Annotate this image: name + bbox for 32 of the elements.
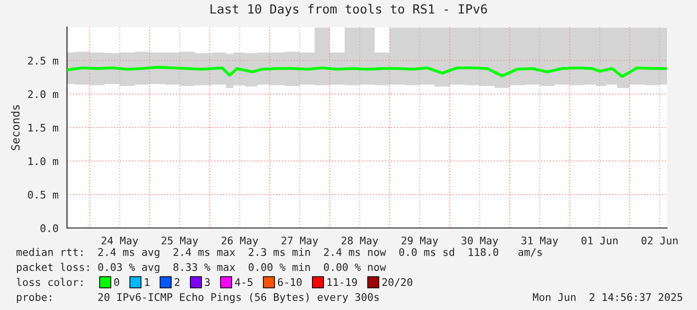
x-tick-label: 02 Jun <box>642 236 678 244</box>
legend-label: 4-5 <box>234 278 252 286</box>
legend-label: 6-10 <box>278 278 302 286</box>
y-tick-label: 0.5 m <box>28 190 58 199</box>
x-tick-label: 25 May <box>162 236 198 246</box>
legend-label: 3 <box>204 278 210 286</box>
x-tick-label: 24 May <box>102 236 138 246</box>
x-tick-label: 29 May <box>402 236 438 246</box>
x-tick-label: 31 May <box>522 236 558 246</box>
y-tick-label: 2.0 m <box>28 90 58 98</box>
x-tick-label: 27 May <box>282 236 318 246</box>
x-tick-label: 01 Jun <box>582 236 618 244</box>
y-axis-title: Seconds <box>11 105 20 150</box>
y-tick-label: 0.0 <box>40 224 58 232</box>
x-tick-label: 28 May <box>342 236 378 246</box>
text: probe: 20 IPv6-ICMP Echo Pings (56 Bytes) every 300s <box>16 292 379 304</box>
text: median rtt: 2.4 ms avg 2.4 ms max 2.3 ms min 2.4 ms now 0.0 ms sd 118.0 am/s <box>16 248 542 258</box>
line-series <box>67 66 667 78</box>
legend-title: loss color: <box>16 278 82 286</box>
y-tick-label: 2.5 m <box>28 56 58 65</box>
text: Mon Jun 2 14:56:37 2025 <box>532 293 682 302</box>
x-tick-label: 30 May <box>462 236 498 246</box>
legend-label: 2 <box>174 278 180 286</box>
legend-label: 0 <box>114 278 120 286</box>
text: packet loss: 0.03 % avg 8.33 % max 0.00 % min 0.00 % now <box>16 262 386 274</box>
legend-label: 1 <box>145 278 150 286</box>
y-tick-label: 1.5 m <box>28 124 58 132</box>
legend-label: 20/20 <box>382 278 412 287</box>
x-tick-label: 26 May <box>222 236 258 246</box>
legend-label: 11-19 <box>328 278 357 286</box>
chart-title: Last 10 Days from tools to RS1 - IPv6 <box>210 4 487 16</box>
y-tick-label: 1.0 m <box>28 157 58 166</box>
